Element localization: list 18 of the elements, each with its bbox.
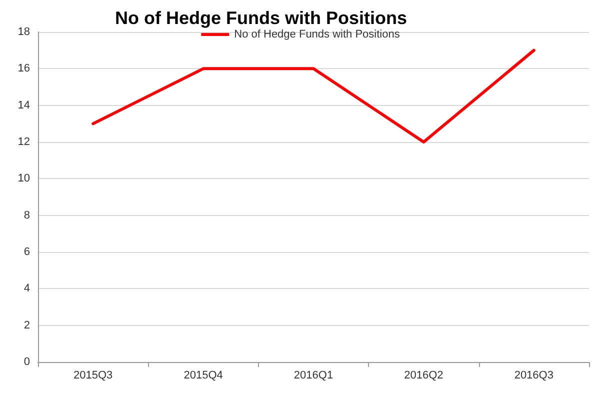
x-tick-label: 2016Q2 [404,370,444,382]
x-tick-label: 2016Q3 [514,370,554,382]
y-tick-label: 18 [18,26,30,38]
y-tick-label: 8 [24,209,30,222]
y-tick-label: 4 [24,282,30,295]
y-tick-label: 2 [24,319,30,332]
y-tick-label: 14 [18,99,30,112]
x-tick-label: 2016Q1 [294,370,334,382]
y-tick-label: 12 [18,136,30,148]
legend-label: No of Hedge Funds with Positions [234,28,400,40]
x-tick-label: 2015Q4 [184,370,223,382]
chart-title: No of Hedge Funds with Positions [115,8,407,28]
x-tick-label: 2015Q3 [74,370,113,382]
y-tick-label: 6 [24,246,30,258]
y-tick-label: 10 [18,172,30,185]
y-tick-label: 16 [18,62,30,75]
line-series [92,48,536,144]
y-tick-label: 0 [24,356,30,368]
